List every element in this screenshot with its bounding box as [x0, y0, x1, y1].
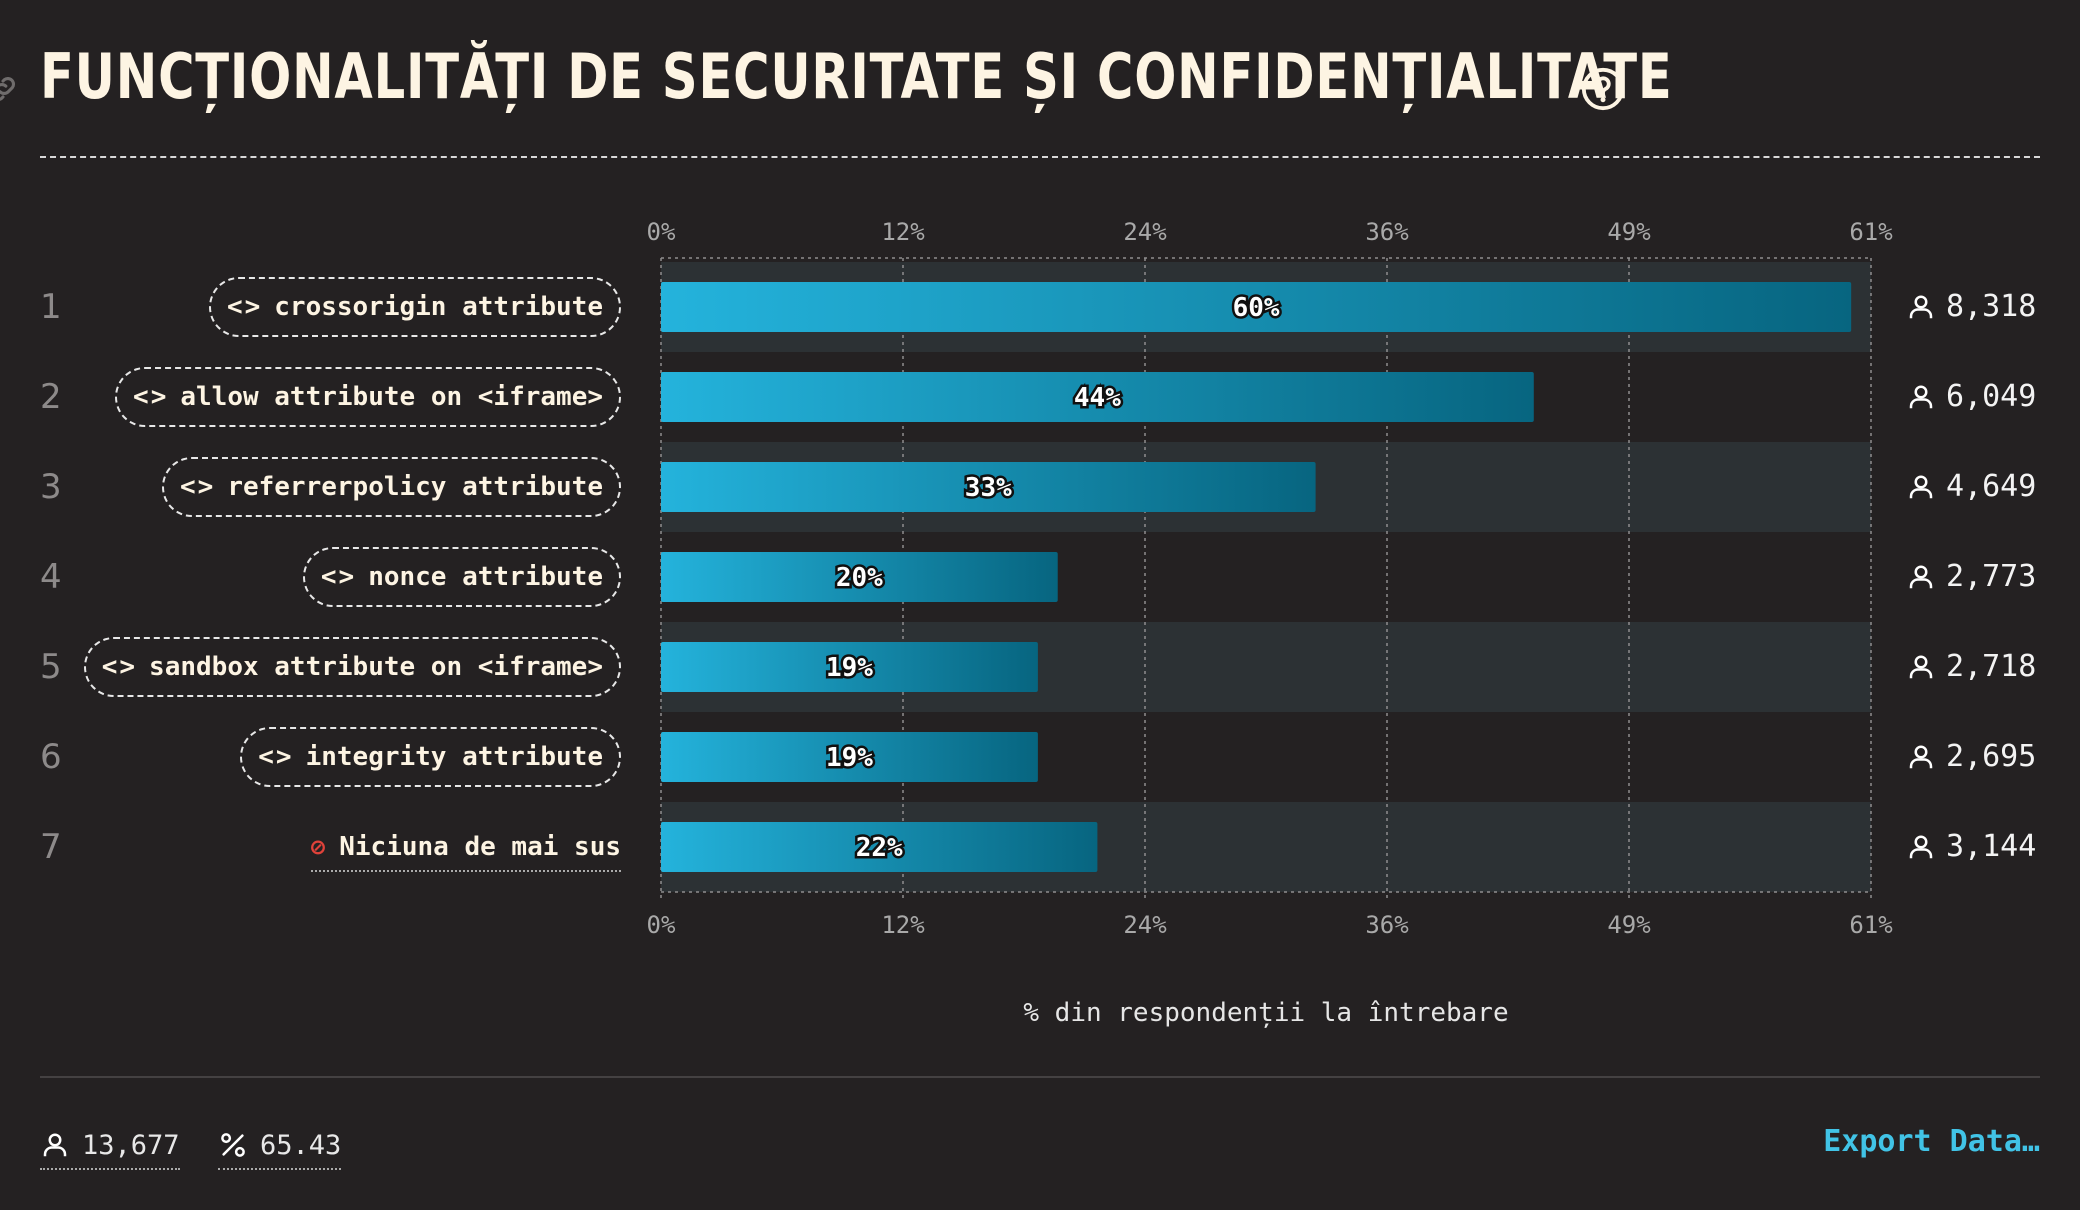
feature-tag[interactable]: <> nonce attribute — [302, 547, 621, 607]
category-label: integrity attribute — [305, 742, 603, 772]
bar-value-label: 20% — [836, 563, 883, 593]
count-value: 8,318 — [1946, 289, 2037, 324]
row-number: 1 — [40, 287, 62, 327]
x-tick-label-bottom: 61% — [1849, 911, 1893, 939]
bar-value-label: 33% — [965, 473, 1012, 503]
user-icon — [1909, 745, 1933, 769]
footer-divider — [40, 1076, 2040, 1078]
row-number: 7 — [40, 827, 62, 867]
export-data-link[interactable]: Export Data… — [1823, 1124, 2040, 1159]
percent-value: 65.43 — [260, 1129, 342, 1161]
code-brackets-icon: <> — [133, 382, 169, 412]
user-icon — [1909, 295, 1933, 319]
respondent-count: 8,318 — [1906, 282, 2036, 332]
x-tick-label-top: 36% — [1365, 218, 1409, 246]
prohibited-icon: ⊘ — [310, 833, 326, 861]
bar-value-label: 60% — [1233, 293, 1280, 323]
link-icon[interactable] — [0, 72, 20, 106]
bar[interactable] — [661, 282, 1852, 332]
bar-value-label: 22% — [856, 833, 903, 863]
code-brackets-icon: <> — [258, 742, 294, 772]
bar-value-label: 44% — [1074, 383, 1121, 413]
bar[interactable] — [661, 642, 1038, 692]
count-value: 3,144 — [1946, 829, 2037, 864]
row-number: 2 — [40, 377, 62, 417]
x-tick-label-top: 0% — [647, 218, 676, 246]
bar[interactable] — [661, 732, 1038, 782]
bar[interactable] — [661, 462, 1316, 512]
respondent-count: 3,144 — [1906, 822, 2036, 872]
user-icon — [1909, 385, 1933, 409]
category-label: Niciuna de mai sus — [339, 832, 621, 862]
respondent-count: 6,049 — [1906, 372, 2036, 422]
percent-icon — [221, 1133, 245, 1157]
row-number: 3 — [40, 467, 62, 507]
bar-value-label: 19% — [826, 743, 873, 773]
code-brackets-icon: <> — [180, 472, 216, 502]
count-value: 6,049 — [1946, 379, 2037, 414]
count-value: 2,773 — [1946, 559, 2037, 594]
x-tick-label-bottom: 0% — [647, 911, 676, 939]
feature-tag[interactable]: <> crossorigin attribute — [208, 277, 621, 337]
x-tick-label-bottom: 49% — [1607, 911, 1651, 939]
respondent-count: 2,718 — [1906, 642, 2036, 692]
row-number: 5 — [40, 647, 62, 687]
category-label: crossorigin attribute — [274, 292, 603, 322]
category-label: allow attribute on <iframe> — [180, 382, 603, 412]
bar[interactable] — [661, 822, 1098, 872]
feature-tag[interactable]: <> allow attribute on <iframe> — [115, 367, 621, 427]
bar-chart: 60%44%33%20%19%19%22% 0% 12% 24% 36% 49% 61% … — [647, 218, 1894, 939]
user-icon — [1909, 835, 1933, 859]
option-label-none[interactable]: ⊘ Niciuna de mai sus — [310, 824, 621, 872]
user-icon — [1909, 565, 1933, 589]
respondents-count: 13,677 — [82, 1129, 180, 1161]
x-tick-label-bottom: 12% — [881, 911, 925, 939]
title-divider — [40, 156, 2040, 158]
respondent-count: 2,773 — [1906, 552, 2036, 602]
code-brackets-icon: <> — [101, 652, 138, 682]
user-icon — [43, 1133, 67, 1157]
respondent-count: 2,695 — [1906, 732, 2036, 782]
category-label: referrerpolicy attribute — [227, 472, 603, 502]
respondent-count: 4,649 — [1906, 462, 2036, 512]
row-number: 6 — [40, 737, 62, 777]
bar[interactable] — [661, 552, 1058, 602]
row-number: 4 — [40, 557, 62, 597]
user-icon — [1909, 475, 1933, 499]
category-label: nonce attribute — [368, 562, 603, 592]
count-value: 4,649 — [1946, 469, 2037, 504]
feature-tag[interactable]: <> integrity attribute — [240, 727, 621, 787]
code-brackets-icon: <> — [226, 292, 263, 322]
x-tick-label-bottom: 24% — [1123, 911, 1167, 939]
x-tick-label-top: 61% — [1849, 218, 1893, 246]
x-axis-label: % din respondenții la întrebare — [1023, 998, 1509, 1028]
x-tick-label-bottom: 36% — [1365, 911, 1409, 939]
count-value: 2,718 — [1946, 649, 2037, 684]
code-brackets-icon: <> — [320, 562, 357, 592]
x-tick-label-top: 49% — [1607, 218, 1651, 246]
x-tick-label-top: 12% — [881, 218, 925, 246]
bar-value-label: 19% — [826, 653, 873, 683]
user-icon — [1909, 655, 1933, 679]
category-label: sandbox attribute on <iframe> — [149, 652, 603, 682]
bar[interactable] — [661, 372, 1534, 422]
percent-stat[interactable]: 65.43 — [218, 1122, 342, 1170]
respondents-stat[interactable]: 13,677 — [40, 1122, 180, 1170]
x-tick-label-top: 24% — [1123, 218, 1167, 246]
feature-tag[interactable]: <> sandbox attribute on <iframe> — [83, 637, 621, 697]
count-value: 2,695 — [1946, 739, 2037, 774]
help-circle-icon[interactable] — [1580, 66, 1626, 112]
feature-tag[interactable]: <> referrerpolicy attribute — [162, 457, 621, 517]
chart-title: FUNCȚIONALITĂȚI DE SECURITATE ȘI CONFIDE… — [40, 40, 1673, 113]
